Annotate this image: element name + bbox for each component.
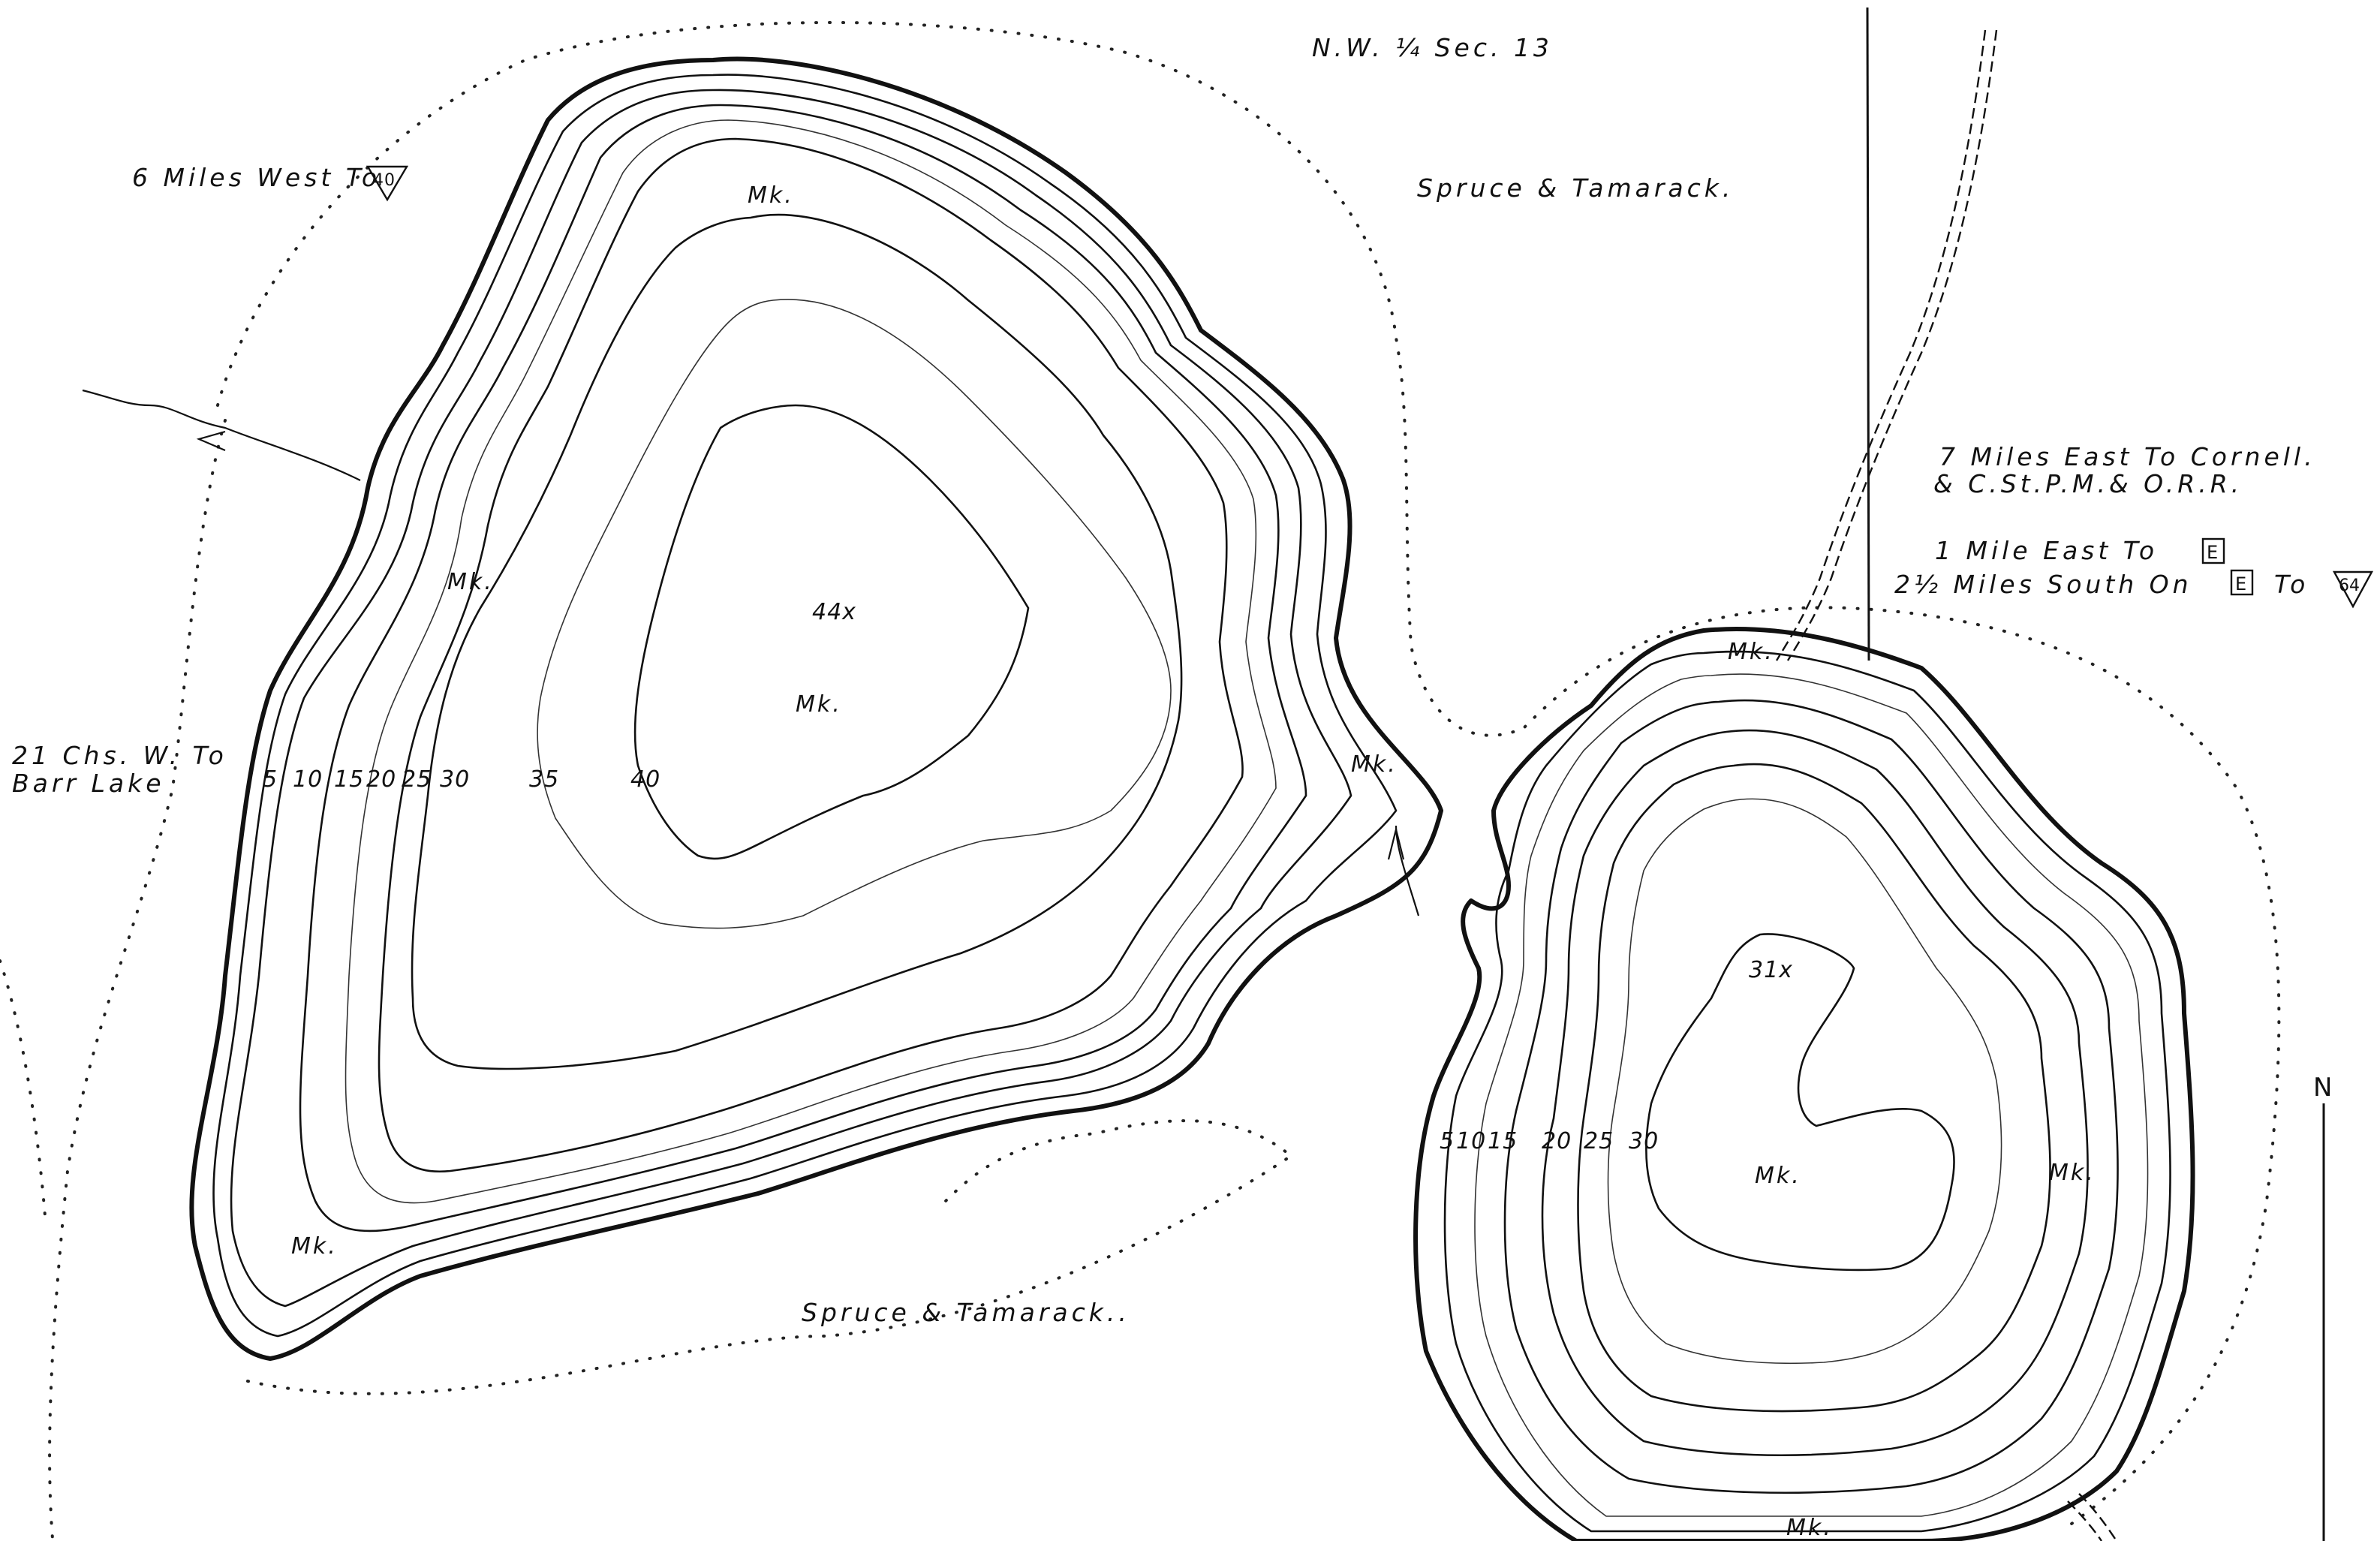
west-depth-label-15: 15 <box>334 766 364 793</box>
east-contour-5 <box>1443 650 2171 1533</box>
east-depth-label-20: 20 <box>1542 1128 1572 1154</box>
west-road-label: 6 Miles West To <box>132 163 381 192</box>
east-contour-30 <box>1607 798 2002 1365</box>
east-road-label-1: 1 Mile East To <box>1935 536 2158 565</box>
east-contour-31-hook <box>1645 933 1955 1272</box>
east-lake-shoreline <box>1413 627 2195 1541</box>
inlet-stream-arrow <box>1387 829 1405 860</box>
east-depth-label-10: 10 <box>1456 1128 1486 1154</box>
east-depth-label-30: 30 <box>1629 1128 1659 1154</box>
east-contour-10 <box>1474 673 2149 1517</box>
west-depth-label-40: 40 <box>630 766 660 793</box>
railroad-track <box>1786 29 1998 661</box>
route-64-shield: 64 <box>2332 570 2374 609</box>
west-contour-10 <box>230 89 1352 1308</box>
west-contour-40 <box>633 404 1030 860</box>
svg-text:40: 40 <box>373 171 396 190</box>
east-depth-label-25: 25 <box>1584 1128 1614 1154</box>
east-contour-20 <box>1541 729 2089 1456</box>
west-bottom-label-south: Mk. <box>291 1233 338 1260</box>
barr-lake-label-2: Barr Lake <box>12 769 165 798</box>
vegetation-label-north: Spruce & Tamarack. <box>1417 173 1734 203</box>
west-depth-label-20: 20 <box>366 766 396 793</box>
west-bottom-label-west: Mk. <box>447 569 494 595</box>
east-bottom-label-south: Mk. <box>1786 1515 1833 1541</box>
west-contour-15 <box>299 104 1307 1232</box>
east-contour-25 <box>1577 763 2051 1413</box>
svg-text:E: E <box>2207 542 2218 563</box>
vegetation-label-south: Spruce & Tamarack.. <box>802 1298 1130 1327</box>
cornell-label-2: & C.St.P.M.& O.R.R. <box>1933 469 2243 498</box>
east-bottom-label-north: Mk. <box>1728 639 1774 665</box>
west-depth-label-5: 5 <box>263 766 278 793</box>
svg-text:E: E <box>2235 573 2246 594</box>
cornell-label-1: 7 Miles East To Cornell. <box>1939 442 2316 471</box>
east-road-label-2a: 2½ Miles South On <box>1894 570 2192 599</box>
inlet-stream <box>1395 825 1420 916</box>
west-bottom-label-center: Mk. <box>796 691 842 718</box>
west-contour-35 <box>537 299 1172 929</box>
west-depth-label-30: 30 <box>440 766 470 793</box>
west-contour-30 <box>411 213 1183 1070</box>
swamp-boundary-west <box>48 419 227 1540</box>
west-max-depth: 44x <box>812 599 856 625</box>
outlet-stream <box>82 389 361 481</box>
barr-lake-label-1: 21 Chs. W. To <box>12 741 227 770</box>
east-road-label-2b: To <box>2274 570 2309 599</box>
east-max-depth: 31x <box>1749 957 1793 983</box>
west-lake-shoreline <box>189 56 1443 1361</box>
west-contour-25 <box>378 137 1244 1173</box>
west-bottom-label-north: Mk. <box>748 182 794 209</box>
east-bottom-label-center: Mk. <box>1755 1163 1801 1189</box>
swamp-boundary-south <box>246 1119 1294 1395</box>
north-arrow-label: N <box>2313 1073 2336 1103</box>
route-e-box-2: E <box>2230 569 2254 596</box>
railroad-track-2 <box>1775 29 1987 661</box>
east-depth-label-5: 5 <box>1440 1128 1455 1154</box>
swamp-boundary-north <box>216 21 2281 1525</box>
east-bottom-label-east: Mk. <box>2049 1160 2096 1186</box>
channel-bottom-label: Mk. <box>1351 751 1398 778</box>
west-contour-20 <box>345 119 1277 1204</box>
svg-text:64: 64 <box>2339 576 2360 595</box>
swamp-boundary-southwest <box>0 959 47 1217</box>
east-contour-15 <box>1503 699 2119 1494</box>
west-contour-5 <box>212 74 1398 1338</box>
outlet-stream-arrow <box>196 430 226 452</box>
east-depth-label-15: 15 <box>1488 1128 1518 1154</box>
west-depth-label-25: 25 <box>402 766 432 793</box>
north-arrow: N <box>2313 1073 2336 1541</box>
route-e-box-1: E <box>2201 537 2225 564</box>
west-depth-label-35: 35 <box>529 766 559 793</box>
west-depth-label-10: 10 <box>293 766 323 793</box>
route-40-shield: 40 <box>366 165 409 202</box>
section-label: N.W. ¼ Sec. 13 <box>1312 33 1553 62</box>
section-line <box>1866 7 1870 661</box>
